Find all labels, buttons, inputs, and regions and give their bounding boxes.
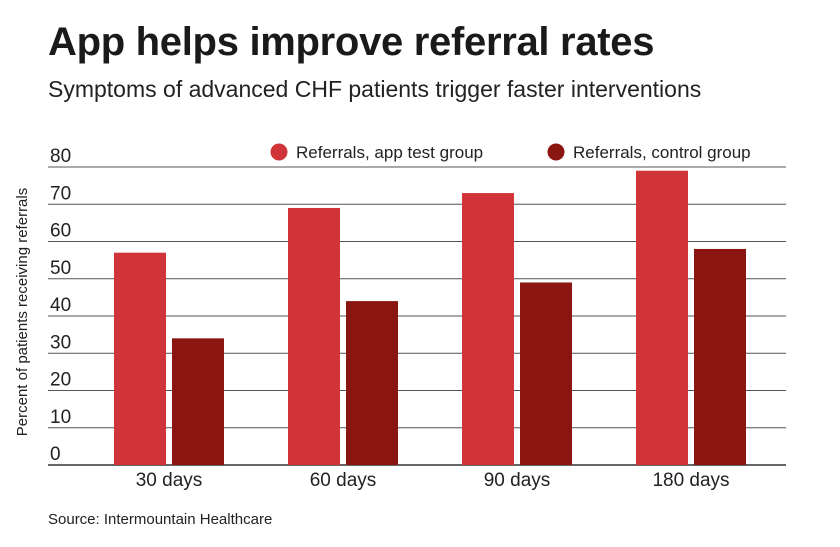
x-category-label: 60 days xyxy=(310,470,377,491)
bars xyxy=(114,170,746,465)
bar-control-group xyxy=(346,301,398,465)
y-tick-label: 0 xyxy=(50,444,61,465)
x-axis-categories: 30 days 60 days 90 days 180 days xyxy=(136,470,730,491)
y-tick-label: 80 xyxy=(50,146,71,167)
y-axis-label: Percent of patients receiving referrals xyxy=(14,188,31,436)
legend-swatch xyxy=(270,143,288,161)
bar-control-group xyxy=(172,338,224,465)
y-tick-label: 50 xyxy=(50,258,71,279)
y-tick-label: 10 xyxy=(50,407,71,428)
x-category-label: 90 days xyxy=(484,470,551,491)
legend-label: Referrals, control group xyxy=(573,143,751,162)
y-tick-label: 60 xyxy=(50,221,71,242)
y-tick-label: 40 xyxy=(50,295,71,316)
y-tick-label: 30 xyxy=(50,332,71,353)
legend-swatch xyxy=(547,143,565,161)
y-tick-label: 70 xyxy=(50,183,71,204)
bar-control-group xyxy=(520,282,572,465)
bar-app-test-group xyxy=(288,207,340,465)
bar-app-test-group xyxy=(114,252,166,465)
bar-app-test-group xyxy=(636,170,688,465)
x-category-label: 180 days xyxy=(652,470,729,491)
y-axis-ticks: 0 10 20 30 40 50 60 70 80 xyxy=(50,146,71,465)
legend-label: Referrals, app test group xyxy=(296,143,483,162)
source-note: Source: Intermountain Healthcare xyxy=(48,511,273,528)
chart-title: App helps improve referral rates xyxy=(48,20,655,64)
legend: Referrals, app test group Referrals, cont… xyxy=(270,143,751,162)
chart-subtitle: Symptoms of advanced CHF patients trigge… xyxy=(48,76,702,102)
bar-control-group xyxy=(694,248,746,465)
x-category-label: 30 days xyxy=(136,470,203,491)
y-tick-label: 20 xyxy=(50,370,71,391)
bar-app-test-group xyxy=(462,193,514,465)
